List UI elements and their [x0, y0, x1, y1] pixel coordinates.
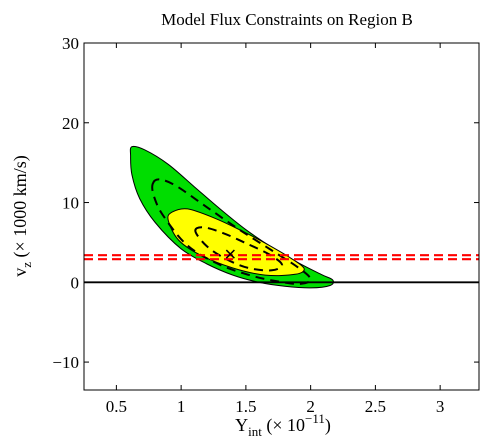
contour-outer — [129, 145, 334, 289]
x-tick-label: 0.5 — [106, 397, 127, 416]
axis-ticks: 0.5 1 1.5 2 2.5 3 −10 0 10 20 30 — [52, 34, 479, 416]
reference-lines — [84, 254, 479, 284]
x-axis-label: Yint (× 10−11) — [235, 411, 331, 439]
x-tick-label: 3 — [436, 397, 445, 416]
chart-title: Model Flux Constraints on Region B — [161, 10, 413, 29]
x-tick-label: 2 — [306, 397, 315, 416]
x-tick-label: 2.5 — [365, 397, 386, 416]
contour-regions — [129, 145, 334, 289]
plot-frame — [83, 42, 480, 391]
x-tick-label: 1.5 — [235, 397, 256, 416]
y-tick-label: 20 — [62, 114, 79, 133]
best-fit-marker: × — [224, 241, 237, 266]
contour-dashed-inner — [194, 226, 284, 272]
x-tick-label: 1 — [177, 397, 186, 416]
y-tick-label: −10 — [52, 353, 79, 372]
y-tick-label: 0 — [71, 273, 80, 292]
y-tick-label: 30 — [62, 34, 79, 53]
y-axis-label: vz (× 1000 km/s) — [10, 155, 34, 276]
y-tick-label: 10 — [62, 194, 79, 213]
best-fit-layer: × — [224, 241, 237, 266]
